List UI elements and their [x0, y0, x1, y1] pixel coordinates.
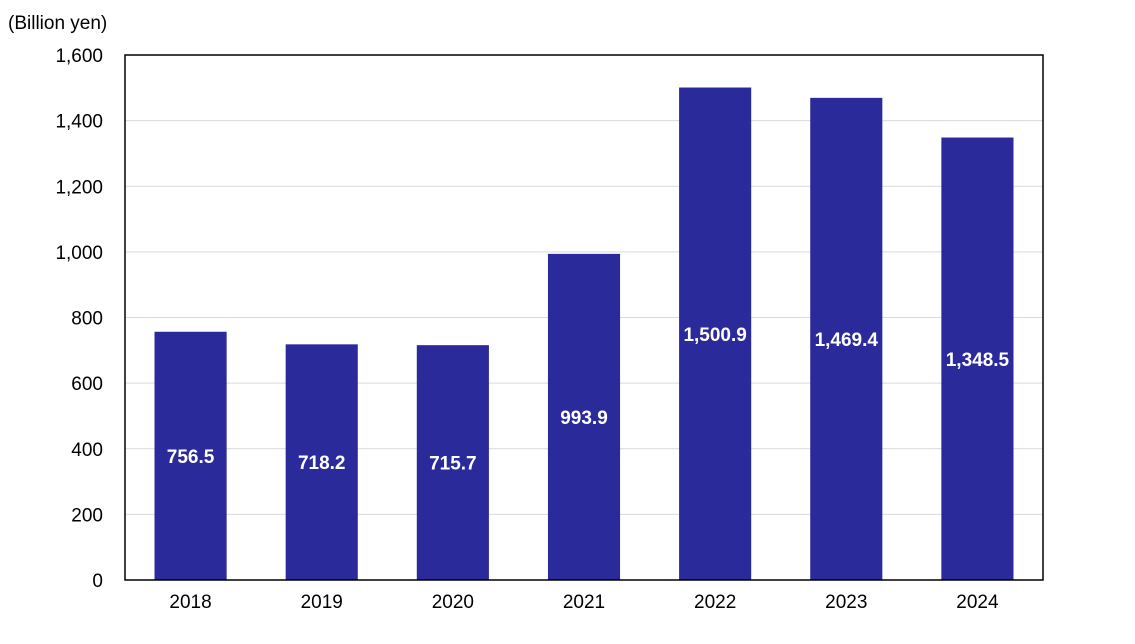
plot-frame [124, 54, 1044, 581]
data-label-2023: 1,469.4 [815, 330, 879, 351]
data-label-2022: 1,500.9 [683, 325, 746, 346]
data-labels: 756.5 718.2 715.7 993.9 1,500.9 1,469.4 1,348.… [167, 325, 1010, 475]
y-tick-label: 1,400 [55, 112, 103, 133]
data-label-2021: 993.9 [560, 408, 608, 429]
x-tick-label-2020: 2020 [432, 592, 474, 613]
x-tick-label-2021: 2021 [563, 592, 605, 613]
bar-2019 [285, 344, 358, 580]
data-label-2019: 718.2 [298, 453, 346, 474]
y-tick-label: 1,000 [55, 243, 103, 264]
unit-label: (Billion yen) [8, 13, 107, 34]
bar-2018 [154, 331, 227, 580]
data-label-2018: 756.5 [167, 447, 215, 468]
x-tick-label-2022: 2022 [694, 592, 736, 613]
data-label-2024: 1,348.5 [946, 350, 1010, 371]
x-tick-label-2019: 2019 [301, 592, 343, 613]
data-label-2020: 715.7 [429, 454, 477, 475]
y-tick-label: 200 [71, 505, 103, 526]
y-tick-label: 400 [71, 440, 103, 461]
x-tick-label-2018: 2018 [169, 592, 211, 613]
y-tick-label: 1,600 [55, 46, 103, 67]
bars [154, 87, 1014, 581]
bar-2024 [941, 137, 1014, 580]
y-tick-label: 800 [71, 309, 103, 330]
y-tick-label: 1,200 [55, 177, 103, 198]
x-tick-label-2023: 2023 [825, 592, 867, 613]
y-tick-label: 600 [71, 374, 103, 395]
bar-2022 [679, 87, 752, 581]
bar-2023 [810, 97, 883, 581]
x-tick-label-2024: 2024 [956, 592, 999, 613]
y-tick-label: 0 [92, 571, 103, 592]
bar-2021 [547, 253, 621, 580]
y-axis-tick-labels: 0 200 400 600 800 1,000 1,200 1,400 1,600 [55, 46, 103, 592]
x-axis-tick-labels: 2018 2019 2020 2021 2022 2023 2024 [169, 592, 999, 613]
bar-2020 [416, 345, 489, 580]
